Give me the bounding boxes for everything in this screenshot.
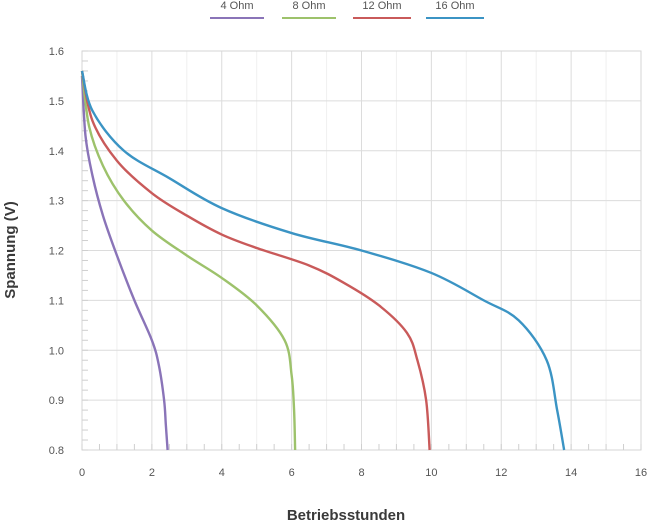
x-tick-label: 10	[425, 467, 437, 479]
x-axis-title: Betriebsstunden	[287, 507, 405, 521]
y-tick-label: 0.8	[49, 445, 64, 457]
minor-ticks	[81, 50, 642, 451]
x-tick-label: 8	[358, 467, 364, 479]
y-tick-label: 1.3	[49, 196, 64, 208]
y-tick-label: 1.2	[49, 246, 64, 258]
series-lines	[80, 70, 566, 451]
legend-label: 16 Ohm	[435, 0, 474, 12]
major-grid	[82, 51, 641, 450]
x-tick-label: 4	[219, 467, 225, 479]
series-line-4-ohm	[80, 75, 169, 451]
plot-area	[80, 50, 642, 451]
x-tick-label: 6	[289, 467, 295, 479]
y-tick-label: 0.9	[49, 395, 64, 407]
legend-item-16-ohm: 16 Ohm	[426, 0, 484, 19]
x-tick-label: 16	[635, 467, 647, 479]
x-tick-labels: 0 2 4 6 8 10 12 14 16	[79, 467, 647, 479]
legend: 4 Ohm 8 Ohm 12 Ohm 16 Ohm	[210, 0, 484, 19]
legend-item-4-ohm: 4 Ohm	[210, 0, 264, 19]
series-line-12-ohm	[80, 70, 431, 451]
y-tick-label: 1.5	[49, 96, 64, 108]
y-tick-label: 1.4	[49, 146, 64, 158]
y-tick-label: 1.0	[49, 345, 64, 357]
x-tick-label: 2	[149, 467, 155, 479]
x-tick-label: 14	[565, 467, 577, 479]
x-tick-label: 0	[79, 467, 85, 479]
series-line-8-ohm	[80, 70, 297, 451]
legend-label: 8 Ohm	[292, 0, 325, 12]
legend-item-8-ohm: 8 Ohm	[282, 0, 336, 19]
legend-label: 12 Ohm	[362, 0, 401, 12]
y-axis-title: Spannung (V)	[2, 201, 19, 299]
y-tick-label: 1.1	[49, 295, 64, 307]
series-line-16-ohm	[80, 70, 566, 451]
legend-label: 4 Ohm	[220, 0, 253, 12]
legend-item-12-ohm: 12 Ohm	[353, 0, 411, 19]
x-tick-label: 12	[495, 467, 507, 479]
y-tick-label: 1.6	[49, 46, 64, 58]
y-tick-labels: 0.8 0.9 1.0 1.1 1.2 1.3 1.4 1.5 1.6	[49, 46, 64, 457]
